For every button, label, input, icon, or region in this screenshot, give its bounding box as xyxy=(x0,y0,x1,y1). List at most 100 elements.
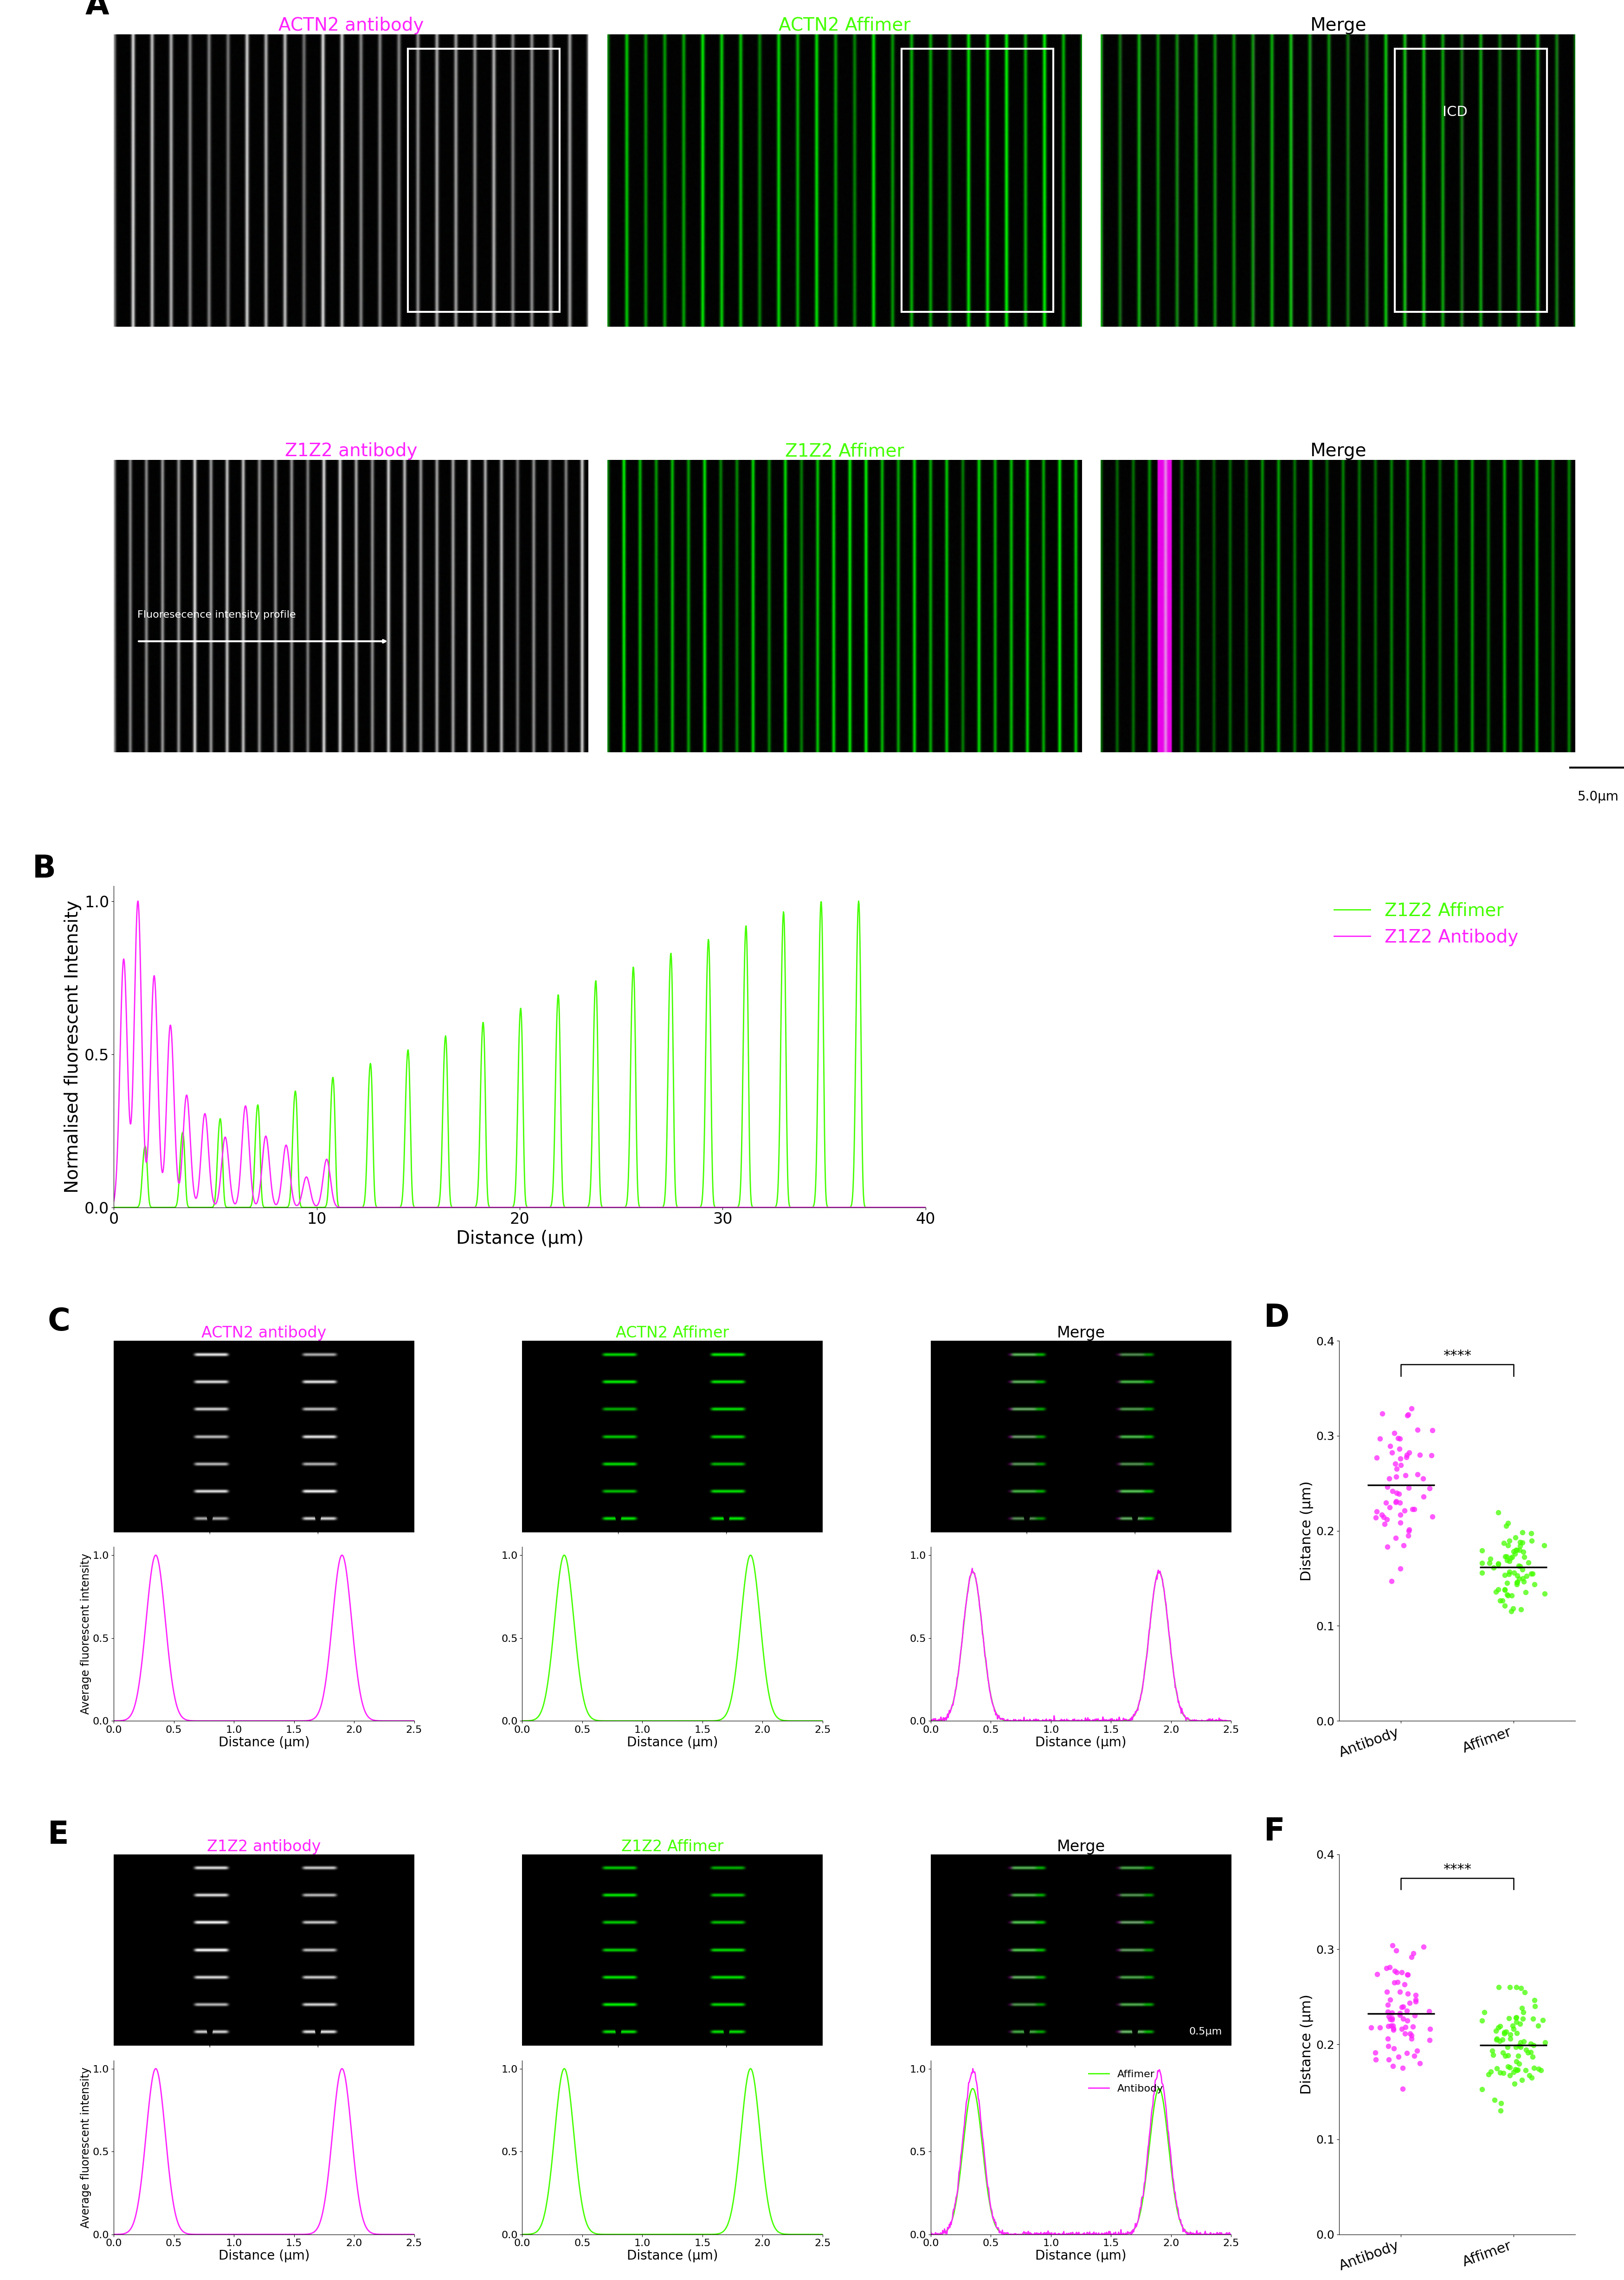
Point xyxy=(1403,1984,1429,2020)
Point xyxy=(1515,1544,1541,1580)
Point xyxy=(1382,1952,1408,1988)
Point xyxy=(1488,1582,1514,1619)
Point xyxy=(1397,2016,1423,2052)
Affimer xyxy=(1221,1708,1241,1735)
Point xyxy=(1496,1528,1522,1564)
Point xyxy=(1520,2038,1546,2075)
Point xyxy=(1389,1954,1415,1990)
Point xyxy=(1494,1578,1520,1614)
Y-axis label: Average fluorescent intensity: Average fluorescent intensity xyxy=(80,1553,91,1715)
Point xyxy=(1502,1534,1528,1571)
Point xyxy=(1387,1484,1413,1521)
Point xyxy=(1507,1528,1533,1564)
Point xyxy=(1491,1587,1517,1623)
Point xyxy=(1520,2027,1546,2063)
Point xyxy=(1488,2093,1514,2130)
Point xyxy=(1494,2013,1520,2050)
Point xyxy=(1416,1993,1442,2029)
Point xyxy=(1488,2054,1514,2091)
Point xyxy=(1402,1491,1427,1528)
Point xyxy=(1393,1457,1419,1493)
Affimer xyxy=(1067,2221,1086,2248)
Point xyxy=(1507,2029,1533,2066)
Point xyxy=(1494,1539,1520,1575)
Point xyxy=(1470,2002,1496,2038)
Point xyxy=(1530,2002,1556,2038)
Point xyxy=(1393,1439,1419,1475)
Point xyxy=(1497,2057,1523,2093)
Point xyxy=(1377,1461,1403,1498)
Point xyxy=(1488,2086,1514,2123)
Point xyxy=(1397,1434,1423,1471)
Point xyxy=(1520,2000,1546,2036)
Point xyxy=(1374,1500,1400,1537)
Point xyxy=(1377,1981,1403,2018)
Point xyxy=(1419,1411,1445,1448)
Point xyxy=(1497,2050,1523,2086)
Point xyxy=(1390,2050,1416,2086)
Point xyxy=(1483,1573,1509,1610)
Antibody xyxy=(1168,1683,1187,1710)
Z1Z2 Antibody xyxy=(458,1195,477,1222)
Title: Z1Z2 Affimer: Z1Z2 Affimer xyxy=(784,442,905,461)
Point xyxy=(1507,2025,1533,2061)
Text: D: D xyxy=(1263,1302,1289,1334)
Point xyxy=(1367,2009,1393,2045)
Point xyxy=(1509,2061,1535,2098)
Point xyxy=(1481,2082,1507,2118)
Point xyxy=(1484,1571,1510,1607)
Point xyxy=(1510,1560,1536,1596)
Point xyxy=(1416,2022,1442,2059)
Point xyxy=(1510,1995,1536,2031)
Point xyxy=(1377,1489,1403,1525)
Antibody xyxy=(921,1708,940,1735)
Point xyxy=(1525,2050,1551,2086)
Z1Z2 Affimer xyxy=(849,887,869,914)
Y-axis label: Average fluorescent intensity: Average fluorescent intensity xyxy=(80,2068,91,2228)
Point xyxy=(1384,1482,1410,1518)
Point xyxy=(1384,1475,1410,1512)
Point xyxy=(1501,2054,1527,2091)
Point xyxy=(1403,1981,1429,2018)
Point xyxy=(1384,1459,1410,1496)
Point xyxy=(1405,1411,1431,1448)
Title: Merge: Merge xyxy=(1311,442,1366,461)
Point xyxy=(1509,1591,1535,1628)
Point xyxy=(1504,1564,1530,1601)
Point xyxy=(1494,2038,1520,2075)
Point xyxy=(1520,1555,1546,1591)
Title: ACTN2 Affimer: ACTN2 Affimer xyxy=(615,1325,729,1341)
Title: ACTN2 Affimer: ACTN2 Affimer xyxy=(778,16,911,34)
Point xyxy=(1395,1518,1421,1555)
Point xyxy=(1518,1516,1544,1553)
Point xyxy=(1380,2011,1406,2047)
Point xyxy=(1522,1988,1548,2025)
Point xyxy=(1499,1539,1525,1575)
Antibody xyxy=(921,2221,940,2248)
Point xyxy=(1398,1391,1424,1427)
Point xyxy=(1358,2009,1384,2045)
Affimer xyxy=(1085,1708,1104,1735)
Point xyxy=(1380,2047,1406,2084)
Point xyxy=(1411,1477,1437,1514)
Point xyxy=(1499,1578,1525,1614)
Point xyxy=(1387,1496,1413,1532)
X-axis label: Distance (μm): Distance (μm) xyxy=(1036,1735,1127,1749)
Point xyxy=(1509,1525,1535,1562)
Point xyxy=(1387,1995,1413,2031)
Affimer xyxy=(1168,2200,1187,2228)
Antibody xyxy=(1065,1708,1085,1735)
Point xyxy=(1497,2016,1523,2052)
Antibody xyxy=(1215,1708,1234,1735)
Point xyxy=(1387,1505,1413,1541)
Point xyxy=(1507,1523,1533,1560)
Point xyxy=(1496,2000,1522,2036)
Point xyxy=(1492,2038,1518,2075)
Antibody xyxy=(1085,1708,1104,1735)
Point xyxy=(1505,2038,1531,2075)
Point xyxy=(1491,2016,1517,2052)
Point xyxy=(1470,1555,1496,1591)
Point xyxy=(1518,2059,1544,2095)
Point xyxy=(1497,1539,1523,1575)
Point xyxy=(1483,2013,1509,2050)
